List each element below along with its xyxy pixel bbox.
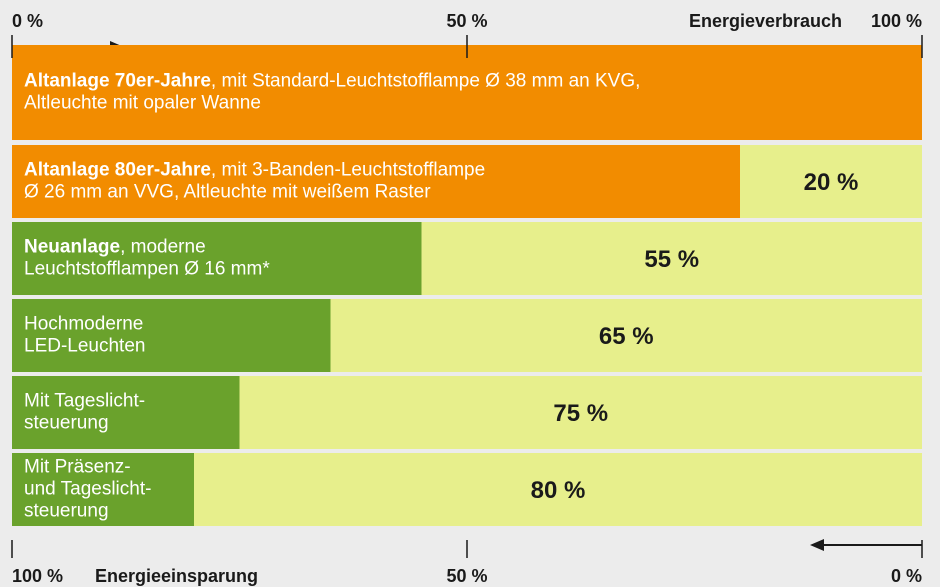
value-label: 80 % xyxy=(531,477,586,504)
x2-tick-label: 100 % xyxy=(12,566,63,586)
savings-bar xyxy=(330,299,922,372)
axis-title: Energieverbrauch xyxy=(689,11,842,31)
category-label: steuerung xyxy=(24,501,109,522)
category-label: und Tageslicht- xyxy=(24,479,151,500)
category-label: Altanlage 80er-Jahre, mit 3-Banden-Leuch… xyxy=(24,160,485,181)
category-label: steuerung xyxy=(24,413,109,434)
value-label: 20 % xyxy=(804,169,859,196)
consumption-bar xyxy=(12,45,922,140)
category-label: Mit Tageslicht- xyxy=(24,391,145,412)
label-segment: Altleuchte mit opaler Wanne xyxy=(24,93,261,114)
consumption-bar xyxy=(12,453,194,526)
x2-tick-label: 50 % xyxy=(446,566,487,586)
label-segment: Neuanlage xyxy=(24,237,120,258)
consumption-bar xyxy=(12,222,422,295)
label-segment: LED-Leuchten xyxy=(24,336,145,357)
label-segment: und Tageslicht- xyxy=(24,479,151,500)
label-segment: Ø 26 mm an VVG, Altleuchte mit weißem Ra… xyxy=(24,182,431,203)
axis-title: Energieeinsparung xyxy=(95,566,258,586)
label-segment: Mit Tageslicht- xyxy=(24,391,145,412)
category-label: Mit Präsenz- xyxy=(24,457,131,478)
label-segment: Hochmoderne xyxy=(24,314,143,335)
value-label: 55 % xyxy=(644,246,699,273)
x-tick-label: 100 % xyxy=(871,11,922,31)
label-segment: , mit Standard-Leuchtstofflampe Ø 38 mm … xyxy=(211,71,640,92)
savings-bar xyxy=(194,453,922,526)
category-label: Hochmoderne xyxy=(24,314,143,335)
x-tick-label: 50 % xyxy=(446,11,487,31)
category-label: Altleuchte mit opaler Wanne xyxy=(24,93,261,114)
category-label: Leuchtstofflampen Ø 16 mm* xyxy=(24,259,270,280)
category-label: Ø 26 mm an VVG, Altleuchte mit weißem Ra… xyxy=(24,182,431,203)
arrow-head xyxy=(810,539,824,551)
value-label: 65 % xyxy=(599,323,654,350)
label-segment: steuerung xyxy=(24,501,109,522)
label-segment: Altanlage 80er-Jahre xyxy=(24,160,211,181)
category-label: LED-Leuchten xyxy=(24,336,145,357)
savings-bar xyxy=(421,222,922,295)
label-segment: , moderne xyxy=(120,237,206,258)
savings-bar xyxy=(239,376,922,449)
label-segment: Leuchtstofflampen Ø 16 mm* xyxy=(24,259,270,280)
label-segment: , mit 3-Banden-Leuchtstofflampe xyxy=(211,160,485,181)
consumption-bar xyxy=(12,145,740,218)
x-tick-label: 0 % xyxy=(12,11,43,31)
x2-tick-label: 0 % xyxy=(891,566,922,586)
savings-bar xyxy=(740,145,922,218)
label-segment: Mit Präsenz- xyxy=(24,457,131,478)
consumption-bar xyxy=(12,376,240,449)
consumption-bar xyxy=(12,299,331,372)
category-label: Neuanlage, moderne xyxy=(24,237,206,258)
label-segment: steuerung xyxy=(24,413,109,434)
label-segment: Altanlage 70er-Jahre xyxy=(24,71,211,92)
value-label: 75 % xyxy=(553,400,608,427)
category-label: Altanlage 70er-Jahre, mit Standard-Leuch… xyxy=(24,71,640,92)
